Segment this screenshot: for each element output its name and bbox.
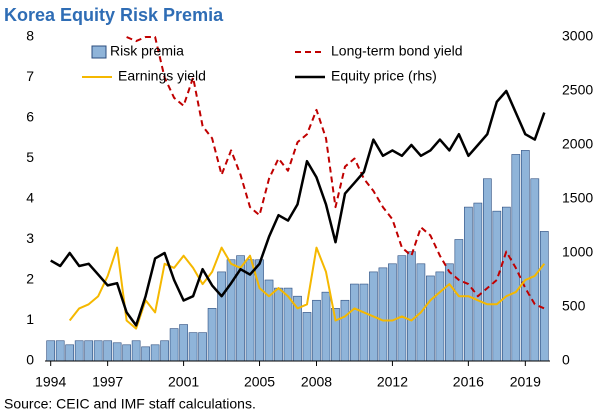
legend-label: Equity price (rhs) (331, 68, 437, 84)
bar (169, 328, 179, 361)
legend-label: Long-term bond yield (331, 43, 463, 59)
bar (321, 291, 331, 361)
bar (93, 340, 103, 361)
bar (160, 340, 169, 361)
y-tick-label: 3 (26, 230, 34, 246)
x-tick-label: 2008 (301, 374, 332, 390)
bar (236, 255, 245, 361)
bar (74, 340, 84, 361)
x-tick-label: 2019 (510, 374, 541, 390)
bar (331, 308, 340, 361)
source-note: Source: CEIC and IMF staff calculations. (4, 396, 256, 412)
y2-tick-label: 2500 (562, 82, 593, 98)
bar (141, 346, 150, 361)
bar (359, 283, 369, 361)
bar (302, 312, 312, 361)
bar (407, 251, 416, 361)
y-tick-label: 8 (26, 28, 34, 44)
bar (217, 271, 226, 361)
bar (397, 255, 407, 361)
bar (539, 231, 549, 361)
x-tick-label: 2016 (453, 374, 484, 390)
bar (150, 344, 160, 361)
bar (520, 150, 530, 361)
plot-area (46, 36, 549, 361)
bar (274, 287, 283, 361)
bar (198, 332, 207, 361)
legend-label: Risk premia (110, 43, 184, 59)
y-tick-label: 1 (26, 311, 34, 327)
line-series (50, 89, 546, 327)
bar (511, 154, 521, 361)
bar (340, 299, 350, 361)
bar (207, 308, 217, 361)
line-series (126, 36, 545, 310)
bar (502, 206, 511, 361)
bar (350, 283, 359, 361)
bar (65, 344, 75, 361)
y-tick-label: 7 (26, 68, 34, 84)
bar (388, 263, 397, 361)
y-tick-label: 6 (26, 109, 34, 125)
line-series (68, 246, 546, 330)
bar (131, 340, 141, 361)
bar (179, 324, 188, 361)
bar (188, 332, 198, 361)
x-tick-label: 1997 (92, 374, 123, 390)
legend-label: Earnings yield (118, 68, 206, 84)
x-tick-label: 2001 (168, 374, 199, 390)
bar (55, 340, 65, 361)
bar (84, 340, 93, 361)
x-tick-label: 2012 (377, 374, 408, 390)
bar (226, 259, 236, 361)
bar (473, 202, 483, 361)
bar (312, 299, 321, 361)
bar (378, 267, 388, 361)
y2-tick-label: 0 (562, 352, 570, 368)
bar (483, 178, 492, 361)
y-tick-label: 5 (26, 149, 34, 165)
x-tick-label: 2005 (244, 374, 275, 390)
y-tick-label: 0 (26, 352, 34, 368)
bar (46, 340, 56, 361)
bar (530, 178, 540, 361)
y-tick-label: 4 (26, 190, 34, 206)
y2-tick-label: 3000 (562, 28, 593, 44)
bar (293, 295, 302, 361)
y2-tick-label: 1000 (562, 244, 593, 260)
x-tick-label: 1994 (35, 374, 66, 390)
legend-swatch (91, 45, 107, 59)
bar (245, 259, 255, 361)
bar (264, 279, 274, 361)
y-tick-label: 2 (26, 271, 34, 287)
bar (103, 340, 112, 361)
chart-title: Korea Equity Risk Premia (4, 5, 224, 25)
y2-tick-label: 2000 (562, 136, 593, 152)
bar (283, 287, 293, 361)
bar (122, 344, 131, 361)
bar (435, 271, 445, 361)
bar (492, 210, 502, 361)
y2-tick-label: 1500 (562, 190, 593, 206)
bar (445, 263, 454, 361)
bar (112, 342, 122, 361)
bar (426, 275, 435, 361)
bar (454, 239, 464, 361)
bar (255, 259, 264, 361)
y2-tick-label: 500 (562, 298, 586, 314)
